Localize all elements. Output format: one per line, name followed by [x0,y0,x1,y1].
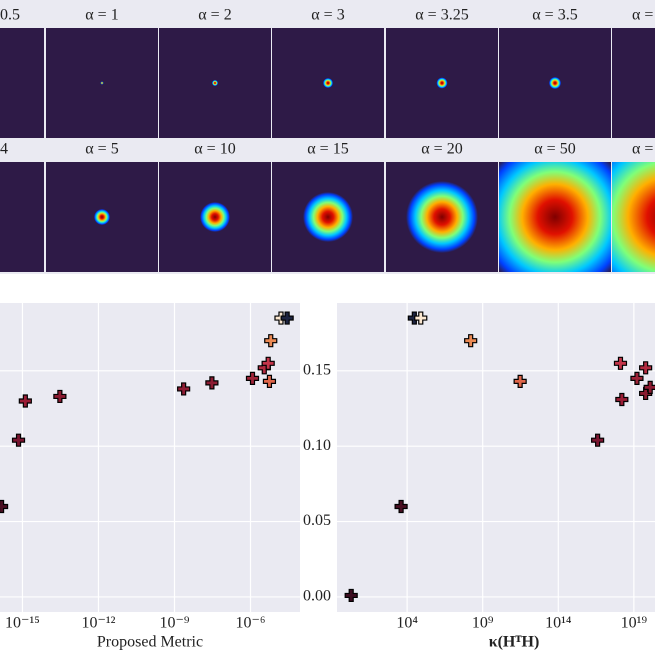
image-title: α = 20 [421,141,462,158]
image [612,28,655,138]
blob [436,77,448,89]
point [513,374,527,388]
image-title: 0.5 [0,7,20,24]
image [0,28,44,138]
x-tick-label: 10⁻⁹ [159,615,189,632]
point [261,356,275,370]
point [177,382,191,396]
point [615,392,629,407]
x-tick-label: 10¹⁴ [545,615,572,632]
point [344,588,358,603]
blob [612,162,655,272]
point [643,380,655,395]
x-tick-label: 10⁹ [472,615,494,632]
y-tick-label: 0.10 [303,437,331,454]
x-tick-label: 10⁻¹⁵ [5,615,40,632]
point [205,376,219,390]
blob [406,181,478,253]
x-tick-label: 10⁻¹² [81,615,115,632]
point [18,394,32,408]
x-tick-label: 10⁴ [396,615,418,632]
blob [212,80,218,86]
point [53,389,67,404]
point [264,334,278,348]
image-title: α = [632,141,653,158]
blob [303,192,353,242]
image-title: 4 [0,141,8,158]
point [11,433,26,447]
point [464,334,478,348]
image [0,162,44,272]
blob [94,209,110,225]
image-title: α = [632,7,653,24]
image-title: α = 2 [198,7,231,24]
x-tick-label: 10¹⁹ [621,615,648,632]
point [280,311,294,325]
point [613,356,628,370]
blob [100,81,104,85]
image-title: α = 1 [85,7,118,24]
blob [323,78,333,88]
plot-background [0,303,300,612]
point [639,361,653,375]
image-title: α = 5 [85,141,118,158]
x-tick-label: 10⁻⁶ [235,615,265,632]
image-title: α = 3 [311,7,344,24]
point [0,499,9,514]
plot-background [337,303,655,612]
blob [200,202,230,232]
image-title: α = 3.5 [532,7,577,24]
point [262,374,277,388]
y-tick-label: 0.15 [303,362,331,379]
blob [549,77,561,89]
point [414,311,428,325]
image-title: α = 3.25 [415,7,468,24]
point [394,499,408,514]
point [591,433,605,447]
image-title: α = 50 [534,141,575,158]
point [245,371,260,385]
x-axis-label: Proposed Metric [97,634,203,651]
image-title: α = 10 [194,141,235,158]
image-title: α = 15 [307,141,348,158]
point [630,371,644,385]
y-tick-label: 0.00 [303,588,331,605]
blob [499,162,611,272]
y-tick-label: 0.05 [303,512,331,529]
x-axis-label: κ(HᵀH) [489,634,540,651]
